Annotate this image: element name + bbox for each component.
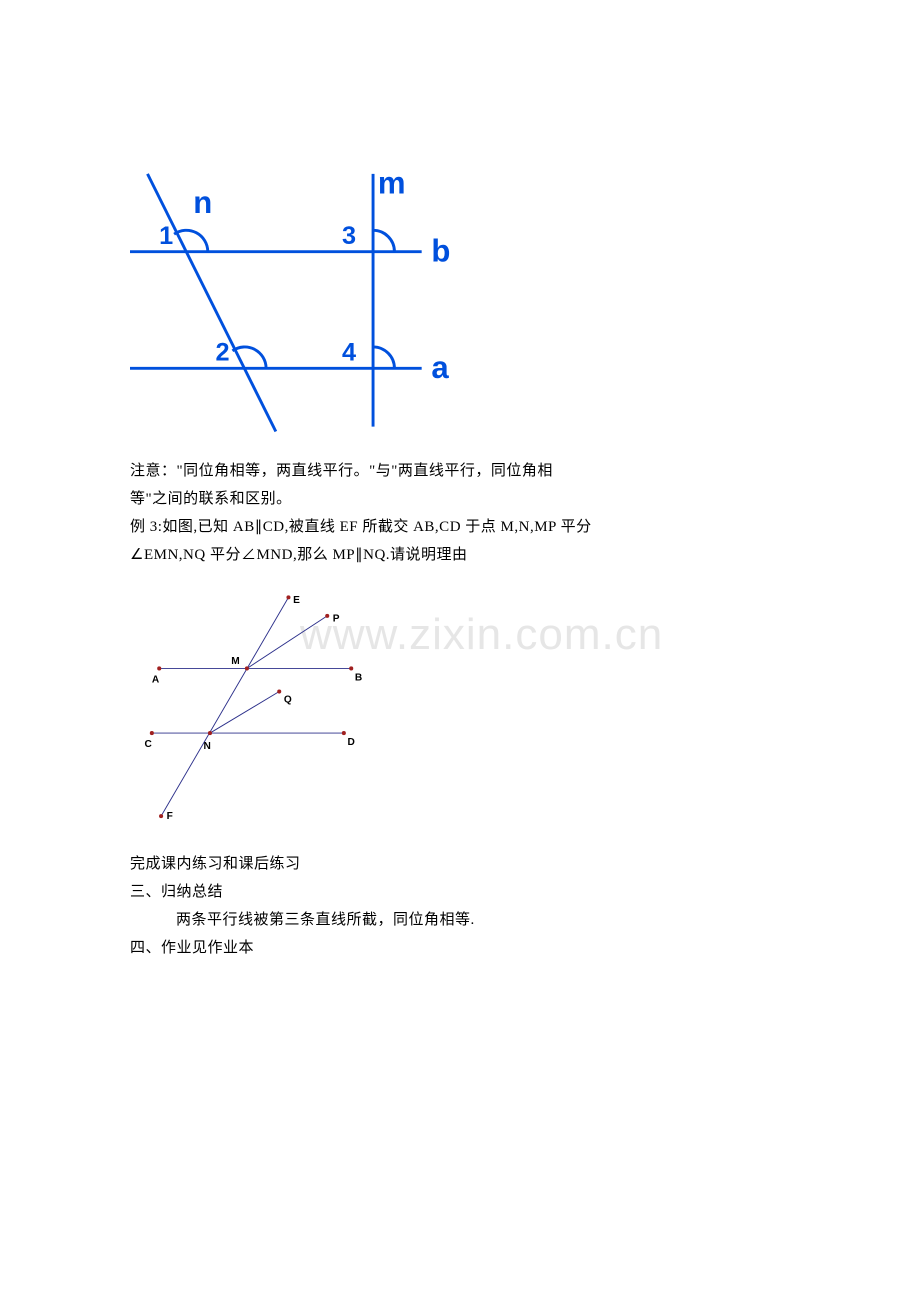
angle-arc-a1	[174, 230, 208, 251]
point-Q	[277, 690, 281, 694]
point-F	[159, 814, 163, 818]
label-a: a	[431, 350, 449, 385]
point-P	[325, 614, 329, 618]
point-label-Q: Q	[284, 695, 292, 706]
point-label-P: P	[333, 613, 340, 624]
label-l3: 3	[342, 222, 356, 250]
point-label-B: B	[355, 672, 362, 683]
segment-NQ	[210, 692, 279, 734]
point-E	[286, 595, 290, 599]
point-B	[349, 666, 353, 670]
practice-line: 完成课内练习和课后练习	[130, 850, 301, 878]
note-line-1: 注意："同位角相等，两直线平行。"与"两直线平行，同位角相	[130, 457, 553, 485]
point-label-E: E	[293, 595, 300, 606]
label-l1: 1	[159, 222, 173, 250]
segment-EF	[161, 597, 288, 816]
point-N	[208, 731, 212, 735]
point-label-M: M	[231, 656, 239, 667]
section-3-heading: 三、归纳总结	[130, 878, 223, 906]
label-l4: 4	[342, 339, 356, 367]
angle-arc-a3	[373, 230, 394, 251]
point-C	[150, 731, 154, 735]
point-label-A: A	[152, 674, 160, 685]
angle-arc-a4	[373, 347, 394, 368]
point-label-D: D	[348, 737, 355, 748]
parallel-lines-diagram: n m b a 1 2 3 4	[130, 170, 480, 450]
note-line-2: 等"之间的联系和区别。	[130, 485, 292, 513]
point-D	[342, 731, 346, 735]
label-l2: 2	[216, 339, 230, 367]
point-M	[245, 666, 249, 670]
label-m: m	[378, 170, 406, 200]
point-label-N: N	[204, 741, 211, 752]
example3-line-2: ∠EMN,NQ 平分∠MND,那么 MP∥NQ.请说明理由	[130, 541, 468, 569]
rule-line: 两条平行线被第三条直线所截，同位角相等.	[176, 906, 475, 934]
point-A	[157, 666, 161, 670]
example3-figure: A B C D M N E F P Q	[130, 590, 410, 830]
point-label-C: C	[144, 739, 152, 750]
label-b: b	[431, 233, 450, 268]
point-label-F: F	[167, 811, 173, 822]
label-n: n	[193, 185, 212, 220]
section-4-heading: 四、作业见作业本	[130, 934, 254, 962]
segment-MP	[247, 616, 327, 669]
example3-line-1: 例 3:如图,已知 AB∥CD,被直线 EF 所截交 AB,CD 于点 M,N,…	[130, 513, 592, 541]
